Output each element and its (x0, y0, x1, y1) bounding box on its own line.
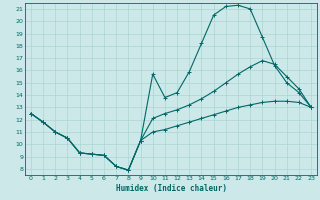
X-axis label: Humidex (Indice chaleur): Humidex (Indice chaleur) (116, 184, 227, 193)
